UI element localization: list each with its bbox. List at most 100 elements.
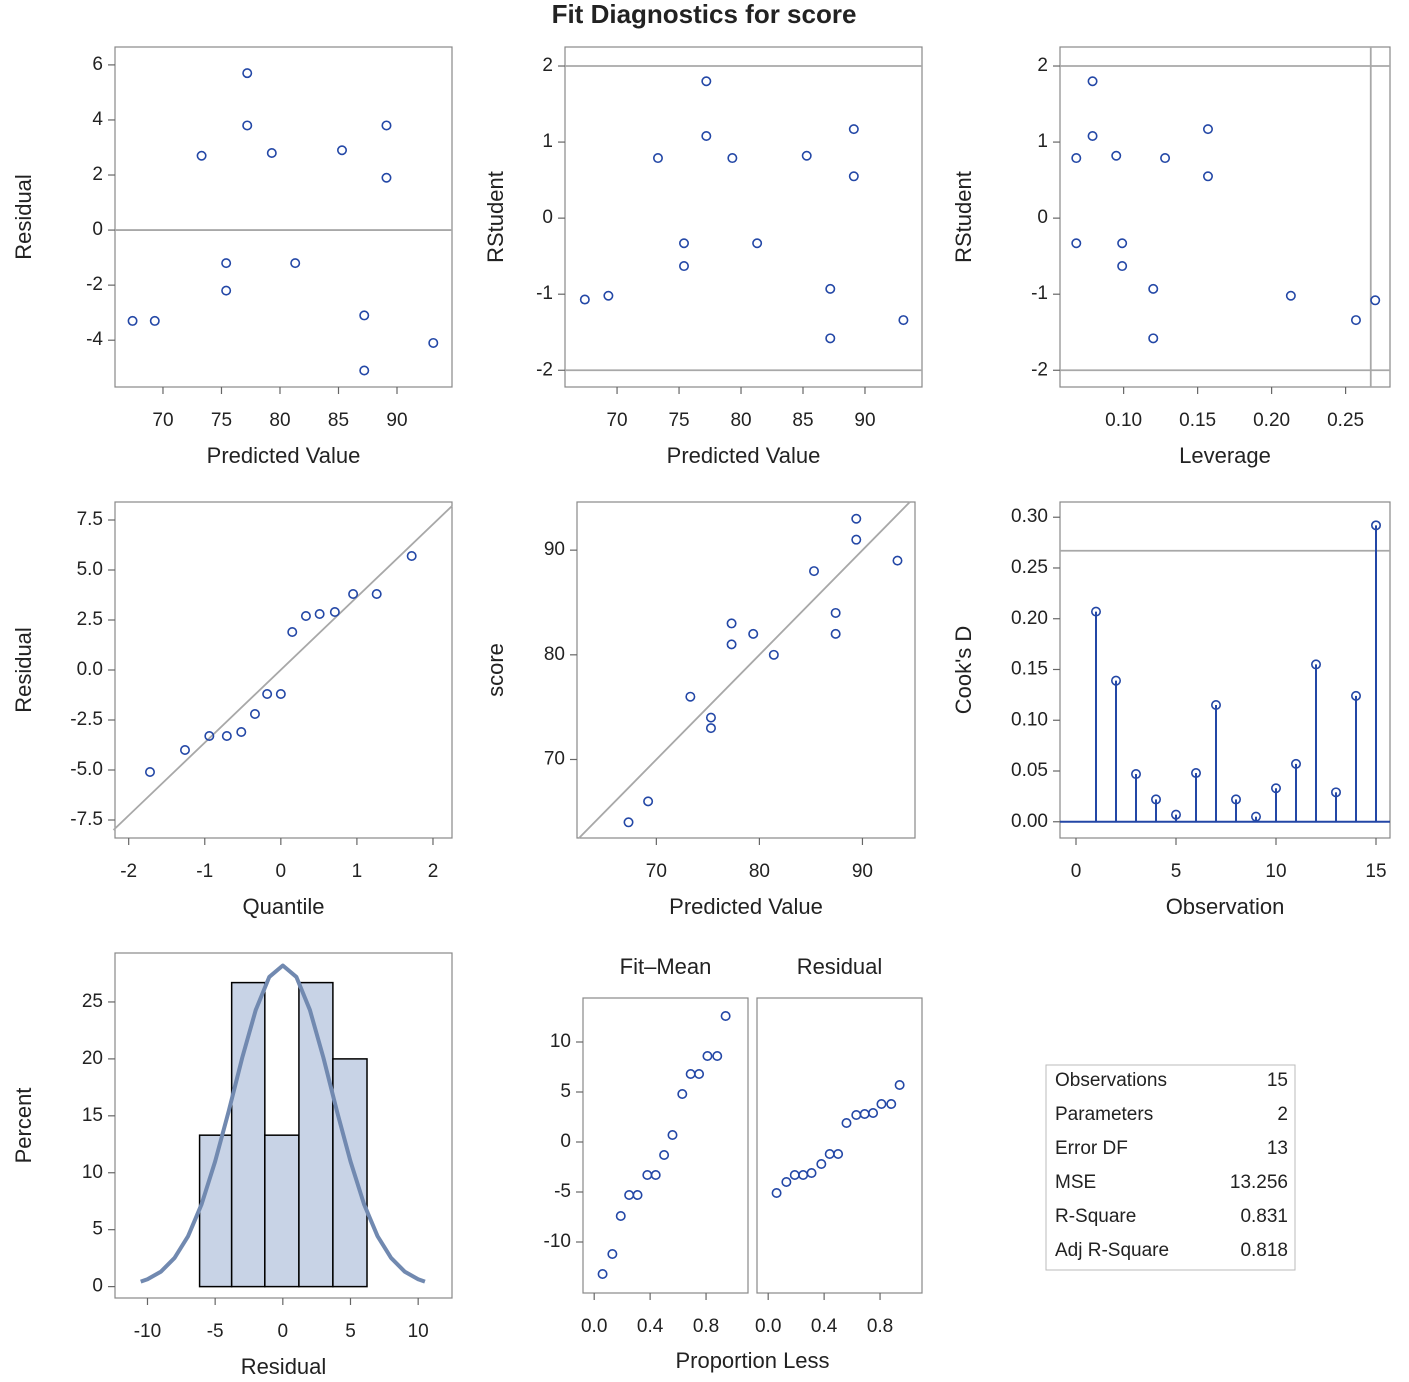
y-tick-label: 0.15 <box>1011 659 1048 680</box>
y-tick-label: 0.25 <box>1011 557 1048 578</box>
data-point <box>830 628 841 639</box>
data-point <box>249 708 260 719</box>
data-point <box>848 124 859 135</box>
data-point <box>642 1170 653 1181</box>
x-tick-label: 70 <box>606 410 627 431</box>
y-tick-label: 0.10 <box>1011 709 1048 730</box>
x-tick-label: 75 <box>668 410 689 431</box>
data-point <box>702 1051 713 1062</box>
x-tick-label: -2 <box>120 861 137 882</box>
data-point <box>851 534 862 545</box>
data-point <box>221 258 232 269</box>
data-point <box>1071 153 1082 164</box>
y-tick-label: 0.0 <box>77 659 103 680</box>
data-point <box>1111 150 1122 161</box>
data-point <box>597 1269 608 1280</box>
y-tick-label: 70 <box>544 749 565 770</box>
stat-value: 15 <box>1267 1070 1288 1091</box>
plot-frame <box>756 997 923 1294</box>
x-tick-label: 10 <box>1265 861 1286 882</box>
data-point <box>876 1099 887 1110</box>
y-tick-label: 2 <box>92 164 103 185</box>
data-point <box>1071 238 1082 249</box>
data-point <box>833 1149 844 1160</box>
x-tick-label: 10 <box>408 1321 429 1342</box>
data-point <box>848 171 859 182</box>
data-point <box>381 120 392 131</box>
x-axis-label: Predicted Value <box>207 443 361 468</box>
data-point <box>406 550 417 561</box>
y-tick-label: -5 <box>554 1181 571 1202</box>
stat-value: 13.256 <box>1230 1172 1288 1193</box>
data-point <box>1151 794 1162 805</box>
page-title: Fit Diagnostics for score <box>552 0 857 29</box>
data-point <box>1202 171 1213 182</box>
y-tick-label: 0.30 <box>1011 506 1048 527</box>
data-point <box>1331 787 1342 798</box>
data-point <box>726 639 737 650</box>
data-point <box>678 238 689 249</box>
histogram-bar <box>230 981 266 1288</box>
y-tick-label: 2 <box>542 55 553 76</box>
y-tick-label: 0 <box>560 1131 571 1152</box>
plot-frame <box>114 952 453 1299</box>
x-axis-label: Quantile <box>243 894 325 919</box>
plot-frame <box>114 501 453 839</box>
data-point <box>1231 794 1242 805</box>
y-tick-label: 6 <box>92 54 103 75</box>
x-tick-label: 5 <box>1171 861 1182 882</box>
data-point <box>348 588 359 599</box>
plot-frame <box>1059 46 1391 388</box>
x-tick-label: 0.4 <box>811 1316 838 1337</box>
stats-box <box>1045 1064 1296 1271</box>
data-point <box>632 1190 643 1201</box>
x-tick-label: -10 <box>134 1321 161 1342</box>
y-tick-label: 0.00 <box>1011 811 1048 832</box>
stat-label: MSE <box>1055 1172 1096 1193</box>
x-tick-label: 90 <box>854 410 875 431</box>
data-point <box>607 1249 618 1260</box>
x-tick-label: 90 <box>386 410 407 431</box>
y-tick-label: -2.5 <box>70 709 103 730</box>
x-axis-label: Residual <box>241 1354 327 1379</box>
y-tick-label: 5.0 <box>77 559 103 580</box>
data-point <box>685 1069 696 1080</box>
x-tick-label: 85 <box>328 410 349 431</box>
data-point <box>851 513 862 524</box>
stat-label: R-Square <box>1055 1206 1136 1227</box>
x-tick-label: 0.0 <box>581 1316 607 1337</box>
y-tick-label: 20 <box>82 1048 103 1069</box>
data-point <box>615 1211 626 1222</box>
data-point <box>196 150 207 161</box>
plot-frame <box>114 46 453 388</box>
y-tick-label: 2.5 <box>77 609 103 630</box>
x-tick-label: -1 <box>196 861 213 882</box>
data-point <box>894 1080 905 1091</box>
plot-frame <box>582 997 749 1294</box>
data-point <box>266 147 277 158</box>
data-point <box>1087 130 1098 141</box>
y-axis-label: Cook's D <box>951 626 976 715</box>
y-axis-label: score <box>483 643 508 697</box>
data-point <box>677 1089 688 1100</box>
plot-frame <box>564 46 923 388</box>
data-point <box>381 172 392 183</box>
data-point <box>221 285 232 296</box>
x-tick-label: 5 <box>345 1321 356 1342</box>
y-tick-label: 10 <box>550 1031 571 1052</box>
x-tick-label: 0 <box>1071 861 1082 882</box>
x-tick-label: 90 <box>852 861 873 882</box>
data-point <box>1117 261 1128 272</box>
x-tick-label: 0 <box>278 1321 289 1342</box>
data-point <box>144 766 155 777</box>
data-point <box>1160 153 1171 164</box>
data-point <box>624 1190 635 1201</box>
stat-label: Parameters <box>1055 1104 1153 1125</box>
x-tick-label: 0.4 <box>637 1316 664 1337</box>
data-point <box>851 1110 862 1121</box>
data-point <box>371 588 382 599</box>
y-tick-label: 0 <box>542 207 553 228</box>
y-tick-label: 1 <box>542 131 553 152</box>
data-point <box>1171 809 1182 820</box>
